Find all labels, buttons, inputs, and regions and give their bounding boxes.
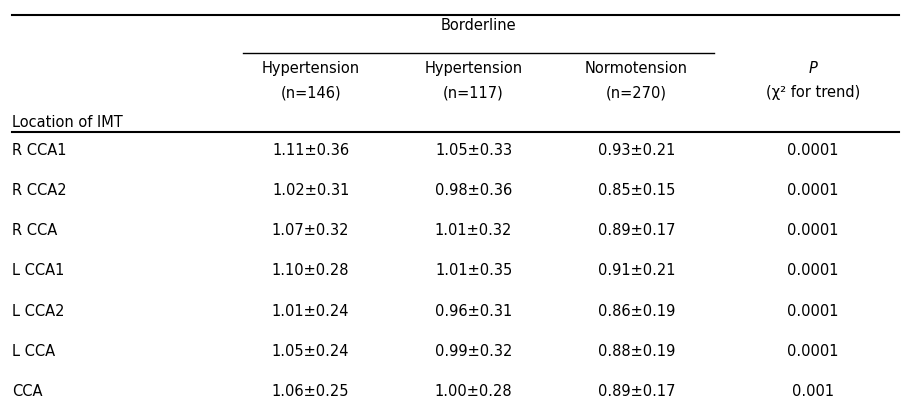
Text: 1.01±0.24: 1.01±0.24 [271, 304, 350, 319]
Text: R CCA1: R CCA1 [12, 143, 67, 158]
Text: 0.89±0.17: 0.89±0.17 [598, 384, 675, 399]
Text: P: P [809, 61, 817, 76]
Text: (n=270): (n=270) [606, 85, 667, 100]
Text: (n=146): (n=146) [281, 85, 341, 100]
Text: 1.00±0.28: 1.00±0.28 [435, 384, 512, 399]
Text: 0.85±0.15: 0.85±0.15 [598, 183, 675, 198]
Text: (χ² for trend): (χ² for trend) [766, 85, 860, 100]
Text: 0.0001: 0.0001 [787, 344, 839, 359]
Text: (n=117): (n=117) [444, 85, 504, 100]
Text: 1.05±0.33: 1.05±0.33 [435, 143, 512, 158]
Text: 1.01±0.32: 1.01±0.32 [435, 223, 512, 238]
Text: L CCA1: L CCA1 [12, 264, 64, 278]
Text: 1.07±0.32: 1.07±0.32 [271, 223, 350, 238]
Text: 0.0001: 0.0001 [787, 304, 839, 319]
Text: 0.86±0.19: 0.86±0.19 [598, 304, 675, 319]
Text: 0.89±0.17: 0.89±0.17 [598, 223, 675, 238]
Text: 0.001: 0.001 [792, 384, 834, 399]
Text: 0.0001: 0.0001 [787, 223, 839, 238]
Text: 1.06±0.25: 1.06±0.25 [271, 384, 350, 399]
Text: Location of IMT: Location of IMT [12, 115, 123, 131]
Text: 0.99±0.32: 0.99±0.32 [435, 344, 512, 359]
Text: R CCA: R CCA [12, 223, 57, 238]
Text: 0.88±0.19: 0.88±0.19 [598, 344, 675, 359]
Text: 0.96±0.31: 0.96±0.31 [435, 304, 512, 319]
Text: 0.0001: 0.0001 [787, 143, 839, 158]
Text: 0.91±0.21: 0.91±0.21 [598, 264, 675, 278]
Text: Normotension: Normotension [585, 61, 688, 76]
Text: CCA: CCA [12, 384, 42, 399]
Text: 0.93±0.21: 0.93±0.21 [598, 143, 675, 158]
Text: L CCA: L CCA [12, 344, 55, 359]
Text: 1.11±0.36: 1.11±0.36 [272, 143, 349, 158]
Text: 1.10±0.28: 1.10±0.28 [271, 264, 350, 278]
Text: 0.0001: 0.0001 [787, 264, 839, 278]
Text: 0.0001: 0.0001 [787, 183, 839, 198]
Text: R CCA2: R CCA2 [12, 183, 67, 198]
Text: Borderline: Borderline [440, 18, 516, 33]
Text: 1.02±0.31: 1.02±0.31 [272, 183, 349, 198]
Text: 0.98±0.36: 0.98±0.36 [435, 183, 512, 198]
Text: Hypertension: Hypertension [261, 61, 360, 76]
Text: L CCA2: L CCA2 [12, 304, 65, 319]
Text: 1.05±0.24: 1.05±0.24 [271, 344, 350, 359]
Text: Hypertension: Hypertension [425, 61, 523, 76]
Text: 1.01±0.35: 1.01±0.35 [435, 264, 512, 278]
